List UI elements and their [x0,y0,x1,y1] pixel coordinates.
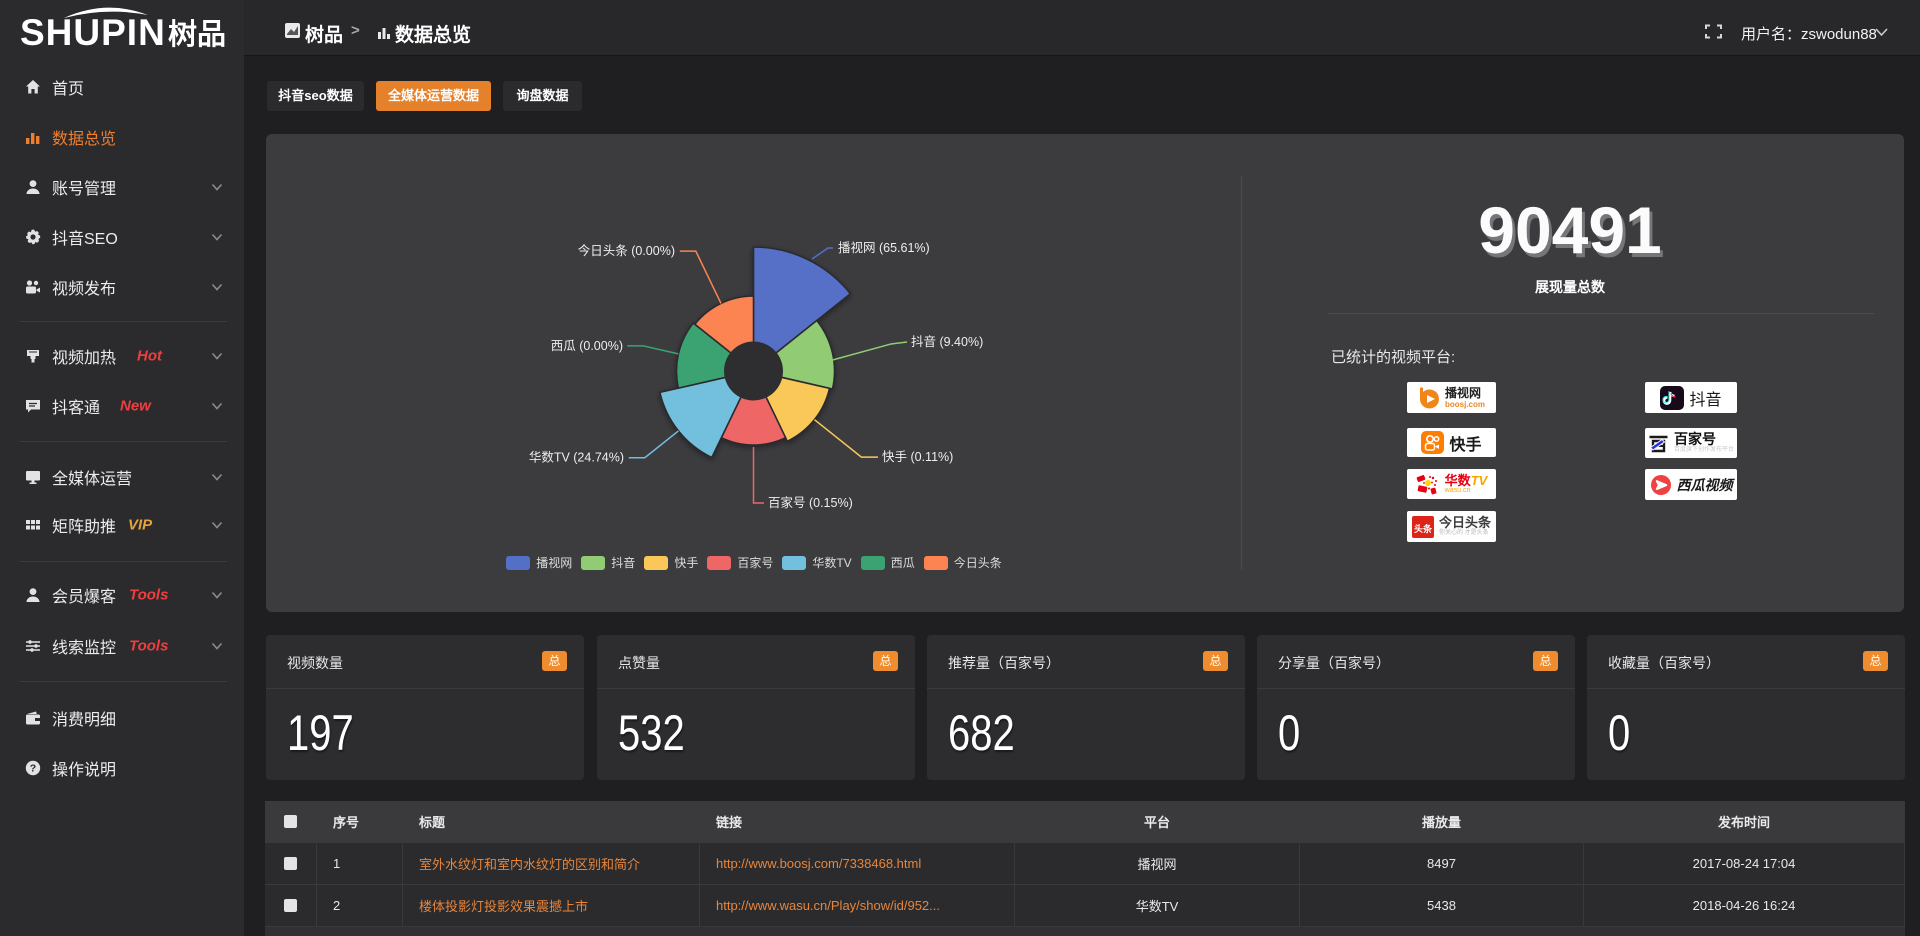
svg-text:头条: 头条 [1414,523,1433,534]
svg-text:?: ? [30,763,36,775]
svg-text:SHUPIN: SHUPIN [20,12,166,49]
svg-text:百家号 (0.15%): 百家号 (0.15%) [768,495,853,510]
svg-text:华数TV (24.74%): 华数TV (24.74%) [529,450,624,465]
svg-text:今日头条 (0.00%): 今日头条 (0.00%) [578,243,675,258]
svg-text:快手 (0.11%): 快手 (0.11%) [882,450,953,464]
svg-text:树品: 树品 [168,18,226,49]
svg-text:播视网 (65.61%): 播视网 (65.61%) [838,240,930,255]
svg-text:抖音 (9.40%): 抖音 (9.40%) [911,334,983,349]
svg-text:西瓜 (0.00%): 西瓜 (0.00%) [551,339,623,353]
